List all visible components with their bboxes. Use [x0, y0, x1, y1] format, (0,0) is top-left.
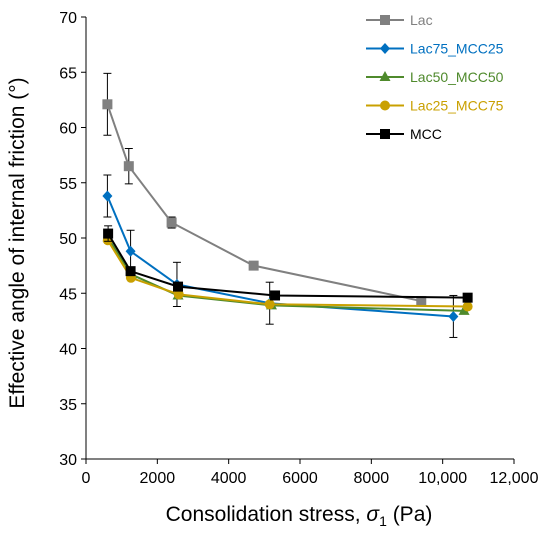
legend-marker [380, 43, 390, 54]
series-line [106, 195, 454, 318]
y-tick-label: 45 [59, 286, 77, 303]
x-tick-label: 8000 [354, 470, 390, 487]
series-MCC [103, 225, 473, 303]
series-layer [102, 72, 473, 338]
y-axis-title: Effective angle of internal friction (°) [6, 77, 29, 408]
y-tick-label: 40 [59, 342, 77, 359]
data-point [125, 245, 136, 257]
y-tick-label: 35 [59, 397, 77, 414]
series-Lac75_MCC25 [102, 174, 459, 338]
y-tick-label: 30 [59, 452, 77, 469]
y-tick-label: 60 [59, 121, 77, 138]
legend-item: Lac75_MCC25 [366, 41, 504, 57]
legend-marker [380, 15, 390, 25]
data-point [416, 295, 427, 306]
y-tick-label: 70 [59, 10, 77, 27]
legend-marker [380, 100, 390, 111]
x-tick-label: 2000 [140, 470, 176, 487]
legend-marker [379, 71, 391, 81]
y-tick-label: 55 [59, 176, 77, 193]
x-tick-label: 12,000 [490, 470, 539, 487]
data-point [462, 301, 473, 312]
data-point [264, 299, 275, 310]
x-axis-title-unit: (Pa) [387, 503, 433, 526]
data-point [448, 310, 459, 322]
y-tick-label: 65 [59, 65, 77, 82]
legend-label: MCC [410, 126, 442, 142]
x-axis-title-main: Consolidation stress, [166, 503, 367, 526]
legend-item: Lac [366, 12, 433, 28]
legend-label: Lac25_MCC75 [410, 98, 504, 114]
legend-label: Lac [410, 12, 433, 28]
data-point [173, 289, 184, 300]
data-point [248, 260, 259, 271]
y-tick-label: 50 [59, 231, 77, 248]
x-axis-title-symbol: σ [366, 503, 380, 526]
data-point [166, 217, 177, 228]
legend-marker [380, 129, 390, 139]
data-point [102, 190, 113, 202]
y-axis-ticks: 30 35 40 45 50 55 60 65 70 [59, 10, 86, 469]
data-point [123, 161, 134, 172]
legend-item: Lac25_MCC75 [366, 98, 504, 114]
x-tick-label: 0 [82, 470, 91, 487]
x-tick-label: 6000 [282, 470, 318, 487]
legend-item: MCC [366, 126, 442, 142]
x-tick-label: 10,000 [418, 470, 467, 487]
x-axis-title: Consolidation stress, σ1 (Pa) [166, 503, 433, 529]
legend-label: Lac50_MCC50 [410, 69, 504, 85]
data-point [173, 281, 184, 292]
data-point [125, 266, 136, 277]
data-point [270, 290, 281, 301]
data-point [103, 228, 114, 239]
legend-item: Lac50_MCC50 [366, 69, 504, 85]
x-tick-label: 4000 [211, 470, 247, 487]
legend: Lac Lac75_MCC25 Lac50_MCC50 Lac25_MCC75 MCC [366, 12, 504, 142]
legend-label: Lac75_MCC25 [410, 41, 504, 57]
data-point [102, 99, 113, 110]
x-axis-ticks: 0 2000 4000 6000 8000 10,000 12,000 [82, 459, 539, 487]
series-Lac [102, 72, 427, 306]
data-point [462, 292, 473, 303]
x-axis-title-subscript: 1 [379, 513, 387, 529]
